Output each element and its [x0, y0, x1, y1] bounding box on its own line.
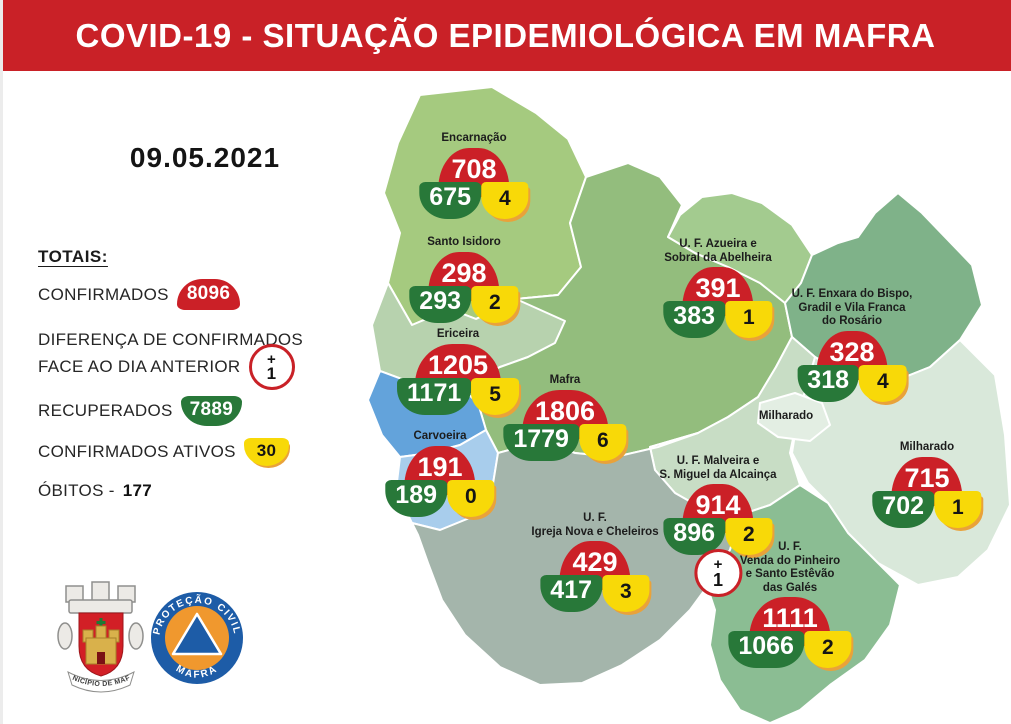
recovered-active-row: 896 2: [659, 518, 776, 556]
deaths-value: 177: [122, 481, 152, 500]
recovered-total-row: RECUPERADOS 7889: [38, 396, 243, 426]
region-label: Mafra: [549, 374, 581, 386]
active-total-badge: 30: [243, 438, 290, 466]
crown-base: [68, 599, 133, 614]
region-label: U. F. Igreja Nova e Cheleiros: [531, 512, 659, 538]
active-badge: 1: [934, 490, 982, 528]
recovered-badge: 1066: [728, 631, 804, 669]
recovered-badge: 896: [663, 518, 726, 556]
recovered-total-label: RECUPERADOS: [38, 401, 173, 420]
deaths-row: ÓBITOS - 177: [38, 481, 152, 501]
deaths-label: ÓBITOS -: [38, 481, 115, 500]
header-banner: COVID-19 - SITUAÇÃO EPIDEMIOLÓGICA EM MA…: [0, 0, 1011, 71]
scroll-right: [128, 622, 144, 650]
region-label: U. F. Enxara do Bispo, Gradil e Vila Fran…: [791, 288, 913, 328]
page-edge-strip: [0, 0, 3, 724]
recovered-badge: 675: [419, 181, 482, 219]
ribbon: [67, 671, 135, 693]
region-info-enxara: U. F. Enxara do Bispo, Gradil e Vila Fran…: [791, 288, 913, 402]
difference-label-line2: FACE AO DIA ANTERIOR: [38, 357, 241, 376]
active-badge: 2: [471, 285, 519, 323]
region-info-mafra: Mafra 1806 1779 6: [503, 374, 627, 461]
region-label: Milharado: [758, 410, 814, 422]
plus-sign: +: [713, 556, 723, 574]
crown-tower-center: [91, 581, 110, 603]
recovered-active-row: 1066 2: [728, 631, 852, 669]
recovered-active-row: 675 4: [419, 181, 529, 219]
region-info-milharado-exclave: Milharado: [759, 410, 813, 426]
recovered-active-row: 189 0: [385, 479, 495, 517]
pc-triangle: [171, 612, 223, 656]
region-info-malveira: U. F. Malveira e S. Miguel da Alcainça 914…: [659, 455, 777, 598]
region-info-igreja-nova: U. F. Igreja Nova e Cheleiros 429 417 3: [531, 512, 659, 613]
region-label: U. F. Venda do Pinheiro e Santo Estêvão das…: [739, 541, 841, 594]
protecao-civil-mafra-logo: PROTEÇÃO CIVIL MAFRA: [151, 592, 243, 684]
region-info-encarnacao: Encarnação 708 675 4: [419, 132, 529, 219]
region-label: Carvoeira: [413, 430, 467, 442]
region-shape-milharado-exclave: [757, 392, 831, 442]
castle-door: [97, 652, 105, 664]
active-badge: 3: [602, 575, 650, 613]
recovered-badge: 318: [797, 364, 860, 402]
region-label: Milharado: [899, 441, 955, 453]
region-info-milharado: Milharado 715 702 1: [872, 441, 982, 528]
difference-value: 1: [266, 364, 277, 384]
scroll-left: [57, 622, 73, 650]
active-badge: 6: [578, 423, 627, 461]
recovered-badge: 293: [409, 285, 472, 323]
active-badge: 5: [471, 377, 519, 415]
confirmed-total-badge: 8096: [176, 279, 241, 310]
totals-heading: TOTAIS:: [38, 247, 108, 266]
recovered-active-row: 417 3: [531, 575, 658, 613]
active-badge: 1: [725, 301, 773, 339]
recovered-active-row: 318 4: [792, 364, 913, 402]
active-total-label: CONFIRMADOS ATIVOS: [38, 442, 236, 461]
region-label: Ericeira: [436, 328, 480, 340]
recovered-active-row: 1171 5: [397, 377, 519, 415]
difference-label-line1: DIFERENÇA DE CONFIRMADOS: [38, 330, 304, 349]
recovered-badge: 1779: [503, 423, 579, 461]
recovered-badge: 1171: [397, 377, 472, 415]
difference-row: FACE AO DIA ANTERIOR + 1: [38, 344, 295, 390]
difference-circle-badge: + 1: [248, 344, 295, 390]
region-label: U. F. Malveira e S. Miguel da Alcainça: [659, 455, 777, 481]
recovered-active-row: 383 1: [663, 301, 773, 339]
recovered-badge: 417: [540, 575, 603, 613]
region-info-carvoeira: Carvoeira 191 189 0: [385, 430, 495, 517]
active-badge: 4: [481, 181, 529, 219]
active-total-row: CONFIRMADOS ATIVOS 30: [38, 438, 290, 466]
plus-sign: +: [266, 350, 277, 368]
active-badge: 4: [859, 364, 907, 402]
recovered-active-row: 1779 6: [503, 423, 627, 461]
new-case-marker: +1: [693, 549, 742, 598]
active-badge: 0: [447, 479, 495, 517]
region-info-azueira: U. F. Azueira e Sobral da Abelheira 391 383…: [663, 238, 773, 339]
municipio-de-mafra-logo: MUNICÍPIO DE MAFRA: [56, 578, 144, 693]
recovered-active-row: 702 1: [872, 490, 982, 528]
recovered-badge: 383: [663, 301, 726, 339]
active-badge: 2: [725, 518, 773, 556]
report-date: 09.05.2021: [129, 142, 281, 173]
recovered-active-row: 293 2: [409, 285, 519, 323]
region-info-santo-isidoro: Santo Isidoro 298 293 2: [409, 236, 519, 323]
region-label: Encarnação: [441, 132, 507, 144]
confirmed-total-label: CONFIRMADOS: [38, 284, 169, 304]
region-info-ericeira: Ericeira 1205 1171 5: [397, 328, 519, 415]
region-label: Santo Isidoro: [427, 236, 501, 248]
page-title: COVID-19 - SITUAÇÃO EPIDEMIOLÓGICA EM MA…: [75, 16, 936, 54]
region-label: U. F. Azueira e Sobral da Abelheira: [664, 238, 772, 264]
marker-value: 1: [712, 569, 723, 590]
recovered-total-badge: 7889: [180, 396, 243, 426]
recovered-badge: 702: [872, 490, 935, 528]
confirmed-total-row: CONFIRMADOS 8096: [38, 279, 241, 310]
recovered-badge: 189: [385, 479, 448, 517]
active-badge: 2: [803, 631, 852, 669]
region-info-venda-pinheiro: U. F. Venda do Pinheiro e Santo Estêvão das…: [728, 541, 852, 669]
